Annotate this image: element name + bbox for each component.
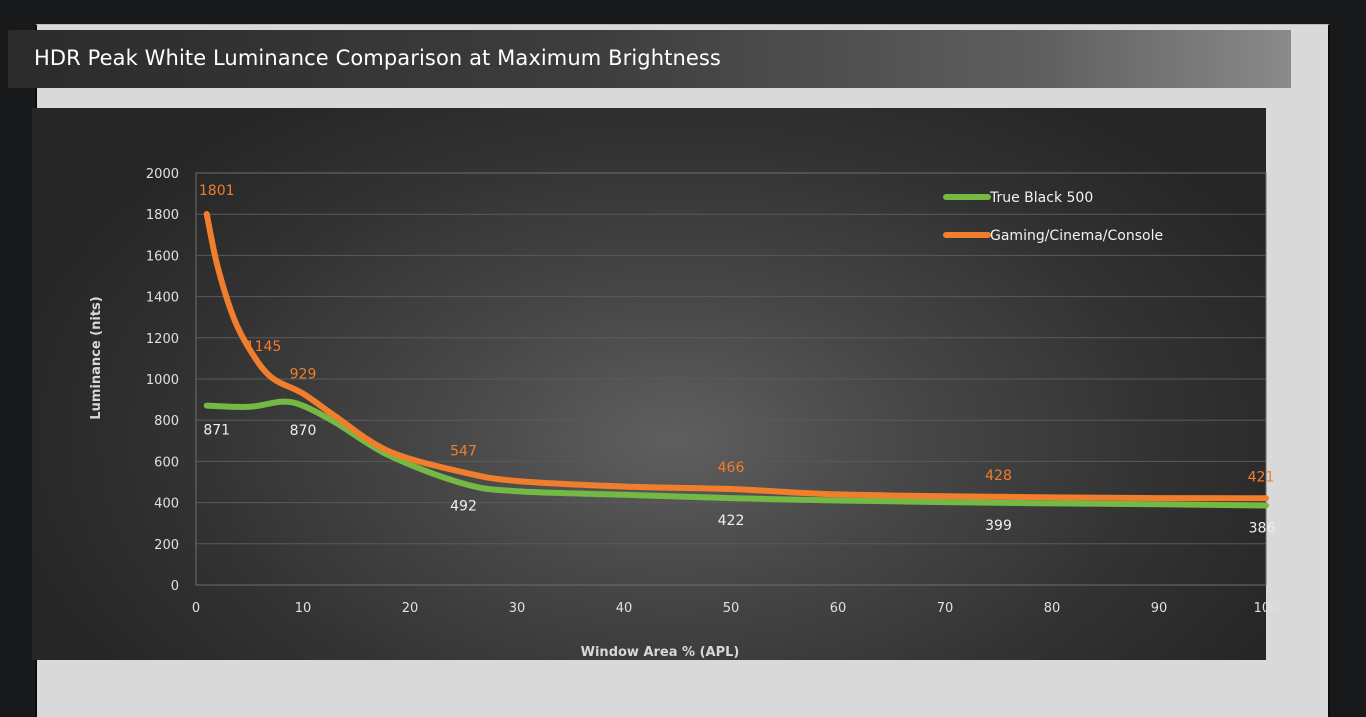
data-label-gaming-cinema-console: 547	[450, 443, 477, 459]
x-axis-title: Window Area % (APL)	[581, 645, 740, 660]
y-tick-label: 2000	[146, 167, 179, 182]
x-tick-label: 90	[1151, 601, 1168, 616]
x-tick-label: 0	[192, 601, 200, 616]
x-tick-label: 80	[1044, 601, 1061, 616]
data-label-gaming-cinema-console: 421	[1248, 469, 1275, 485]
chart-title: HDR Peak White Luminance Comparison at M…	[34, 46, 721, 70]
x-tick-label: 70	[937, 601, 954, 616]
x-tick-label: 20	[402, 601, 419, 616]
y-tick-label: 1000	[146, 373, 179, 388]
y-tick-label: 200	[154, 538, 179, 553]
data-label-gaming-cinema-console: 428	[985, 468, 1012, 484]
data-label-gaming-cinema-console: 466	[718, 460, 745, 476]
x-tick-label: 50	[723, 601, 740, 616]
data-label-true-black-500: 870	[290, 423, 317, 439]
y-axis-title: Luminance (nits)	[89, 296, 104, 419]
x-tick-label: 30	[509, 601, 526, 616]
y-tick-label: 1600	[146, 249, 179, 264]
legend-label-gaming-cinema-console: Gaming/Cinema/Console	[990, 228, 1163, 244]
title-bar: HDR Peak White Luminance Comparison at M…	[8, 30, 1291, 88]
data-label-true-black-500: 492	[450, 499, 477, 515]
data-label-gaming-cinema-console: 929	[290, 367, 317, 383]
x-tick-label: 40	[616, 601, 633, 616]
plot-panel	[32, 108, 1266, 660]
data-label-true-black-500: 422	[718, 513, 745, 529]
data-label-gaming-cinema-console: 1145	[246, 339, 282, 355]
series-line-true-black-500	[203, 398, 1269, 509]
y-tick-label: 400	[154, 497, 179, 512]
x-tick-label: 100	[1254, 601, 1279, 616]
x-tick-label: 10	[295, 601, 312, 616]
data-label-true-black-500: 386	[1249, 520, 1276, 536]
data-label-true-black-500: 871	[203, 423, 230, 439]
x-tick-label: 60	[830, 601, 847, 616]
y-tick-label: 1200	[146, 332, 179, 347]
data-label-true-black-500: 399	[985, 518, 1012, 534]
y-tick-label: 1800	[146, 208, 179, 223]
data-label-gaming-cinema-console: 1801	[199, 183, 235, 199]
y-tick-label: 1400	[146, 291, 179, 306]
series-line-gaming-cinema-console	[203, 211, 1269, 502]
y-tick-label: 0	[171, 579, 179, 594]
y-tick-label: 800	[154, 414, 179, 429]
legend-label-true-black-500: True Black 500	[989, 190, 1093, 206]
y-tick-label: 600	[154, 455, 179, 470]
